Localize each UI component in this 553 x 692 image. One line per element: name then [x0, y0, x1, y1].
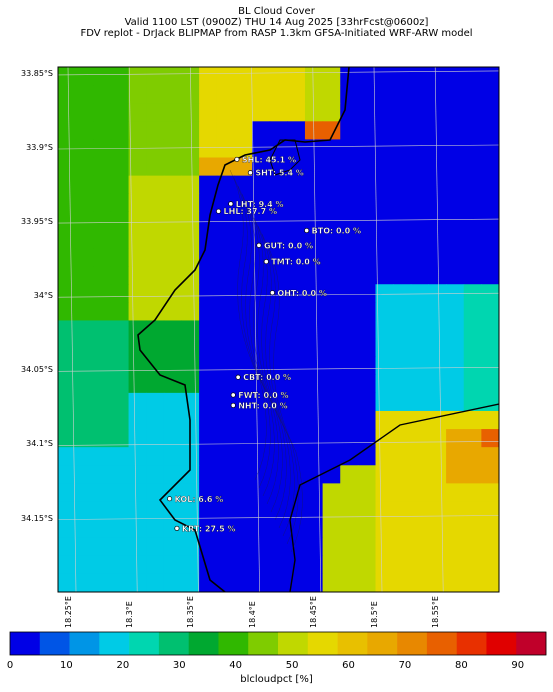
station-marker [304, 227, 310, 234]
station-marker [230, 402, 236, 408]
station-marker [247, 170, 253, 176]
colorbar-tick: 10 [60, 660, 73, 671]
lon-tick-label: 18.4°E [247, 601, 257, 628]
lat-tick-label: 34.15°S [21, 513, 53, 523]
colorbar-swatch [129, 632, 160, 655]
map-title: BL Cloud Cover [238, 6, 315, 17]
station-marker [216, 208, 222, 214]
station-marker [263, 259, 269, 265]
station-marker [269, 290, 275, 296]
colorbar-swatch [486, 632, 517, 655]
colorbar-swatch [426, 632, 457, 655]
colorbar-tick: 30 [172, 660, 186, 671]
lat-tick-label: 33.85°S [21, 68, 53, 78]
station-label: KRT: 27.5 % [182, 524, 236, 533]
station-label: GUT: 0.0 % [264, 241, 313, 250]
colorbar-swatch [307, 632, 338, 655]
colorbar-swatch [456, 632, 487, 655]
station-label: CBT: 0.0 % [243, 373, 291, 382]
colorbar-tick: 80 [454, 660, 468, 671]
colorbar-swatch [188, 632, 219, 655]
colorbar-swatch [99, 632, 130, 655]
station-label: TMT: 0.0 % [271, 258, 320, 267]
valid-time-line: Valid 1100 LST (0900Z) THU 14 Aug 2025 [… [124, 17, 429, 28]
colorbar-swatch [397, 632, 428, 655]
station-label: SHT: 5.4 % [255, 169, 303, 178]
lon-tick-label: 18.3°E [125, 601, 135, 628]
colorbar-swatch [39, 632, 70, 655]
colorbar-swatch [278, 632, 309, 655]
station-marker [256, 242, 262, 248]
station-label: FWT: 0.0 % [238, 391, 288, 400]
station-marker [174, 525, 180, 531]
colorbar-tick: 40 [229, 660, 243, 671]
colorbar-tick: 20 [116, 660, 130, 671]
lon-tick-label: 18.55°E [431, 596, 441, 628]
colorbar-tick: 60 [342, 660, 355, 671]
lon-tick-label: 18.25°E [64, 596, 73, 628]
colorbar-swatch [516, 632, 547, 655]
colorbar-swatch [158, 632, 189, 655]
station-label: KOL: 6.6 % [175, 495, 224, 504]
lat-tick-label: 34.05°S [21, 365, 53, 375]
lat-tick-label: 34°S [33, 291, 53, 301]
lat-tick-label: 33.95°S [21, 217, 53, 227]
station-marker [167, 496, 173, 502]
station-label: OHT: 0.0 % [277, 289, 326, 298]
station-label: LHT: 9.4 % [236, 200, 284, 209]
station-marker [235, 374, 241, 380]
lon-tick-label: 18.35°E [186, 596, 196, 628]
colorbar-label: blcloudpct [%] [240, 674, 313, 685]
colorbar-tick: 70 [398, 660, 412, 671]
lat-tick-label: 34.1°S [26, 439, 53, 449]
model-info-line: FDV replot - DrJack BLIPMAP from RASP 1.… [80, 28, 473, 39]
station-label: BTO: 0.0 % [312, 227, 361, 236]
lon-tick-label: 18.5°E [370, 601, 379, 628]
station-marker [228, 201, 234, 207]
station-label: SHL: 45.1 % [242, 155, 296, 164]
lon-tick-label: 18.45°E [308, 596, 318, 628]
colorbar-tick: 90 [511, 660, 525, 671]
colorbar-swatch [69, 632, 100, 655]
station-marker [230, 392, 236, 398]
station-label: NHT: 0.0 % [238, 401, 287, 410]
lat-tick-label: 33.9°S [26, 143, 53, 152]
colorbar-swatch [10, 632, 41, 655]
colorbar-tick: 50 [285, 660, 299, 671]
station-label: LHL: 37.7 % [224, 207, 277, 216]
colorbar-swatch [337, 632, 368, 655]
colorbar-swatch [218, 632, 249, 655]
colorbar-swatch [248, 632, 279, 655]
colorbar-tick: 0 [6, 660, 14, 671]
colorbar-swatch [367, 632, 398, 655]
station-marker [234, 156, 240, 162]
